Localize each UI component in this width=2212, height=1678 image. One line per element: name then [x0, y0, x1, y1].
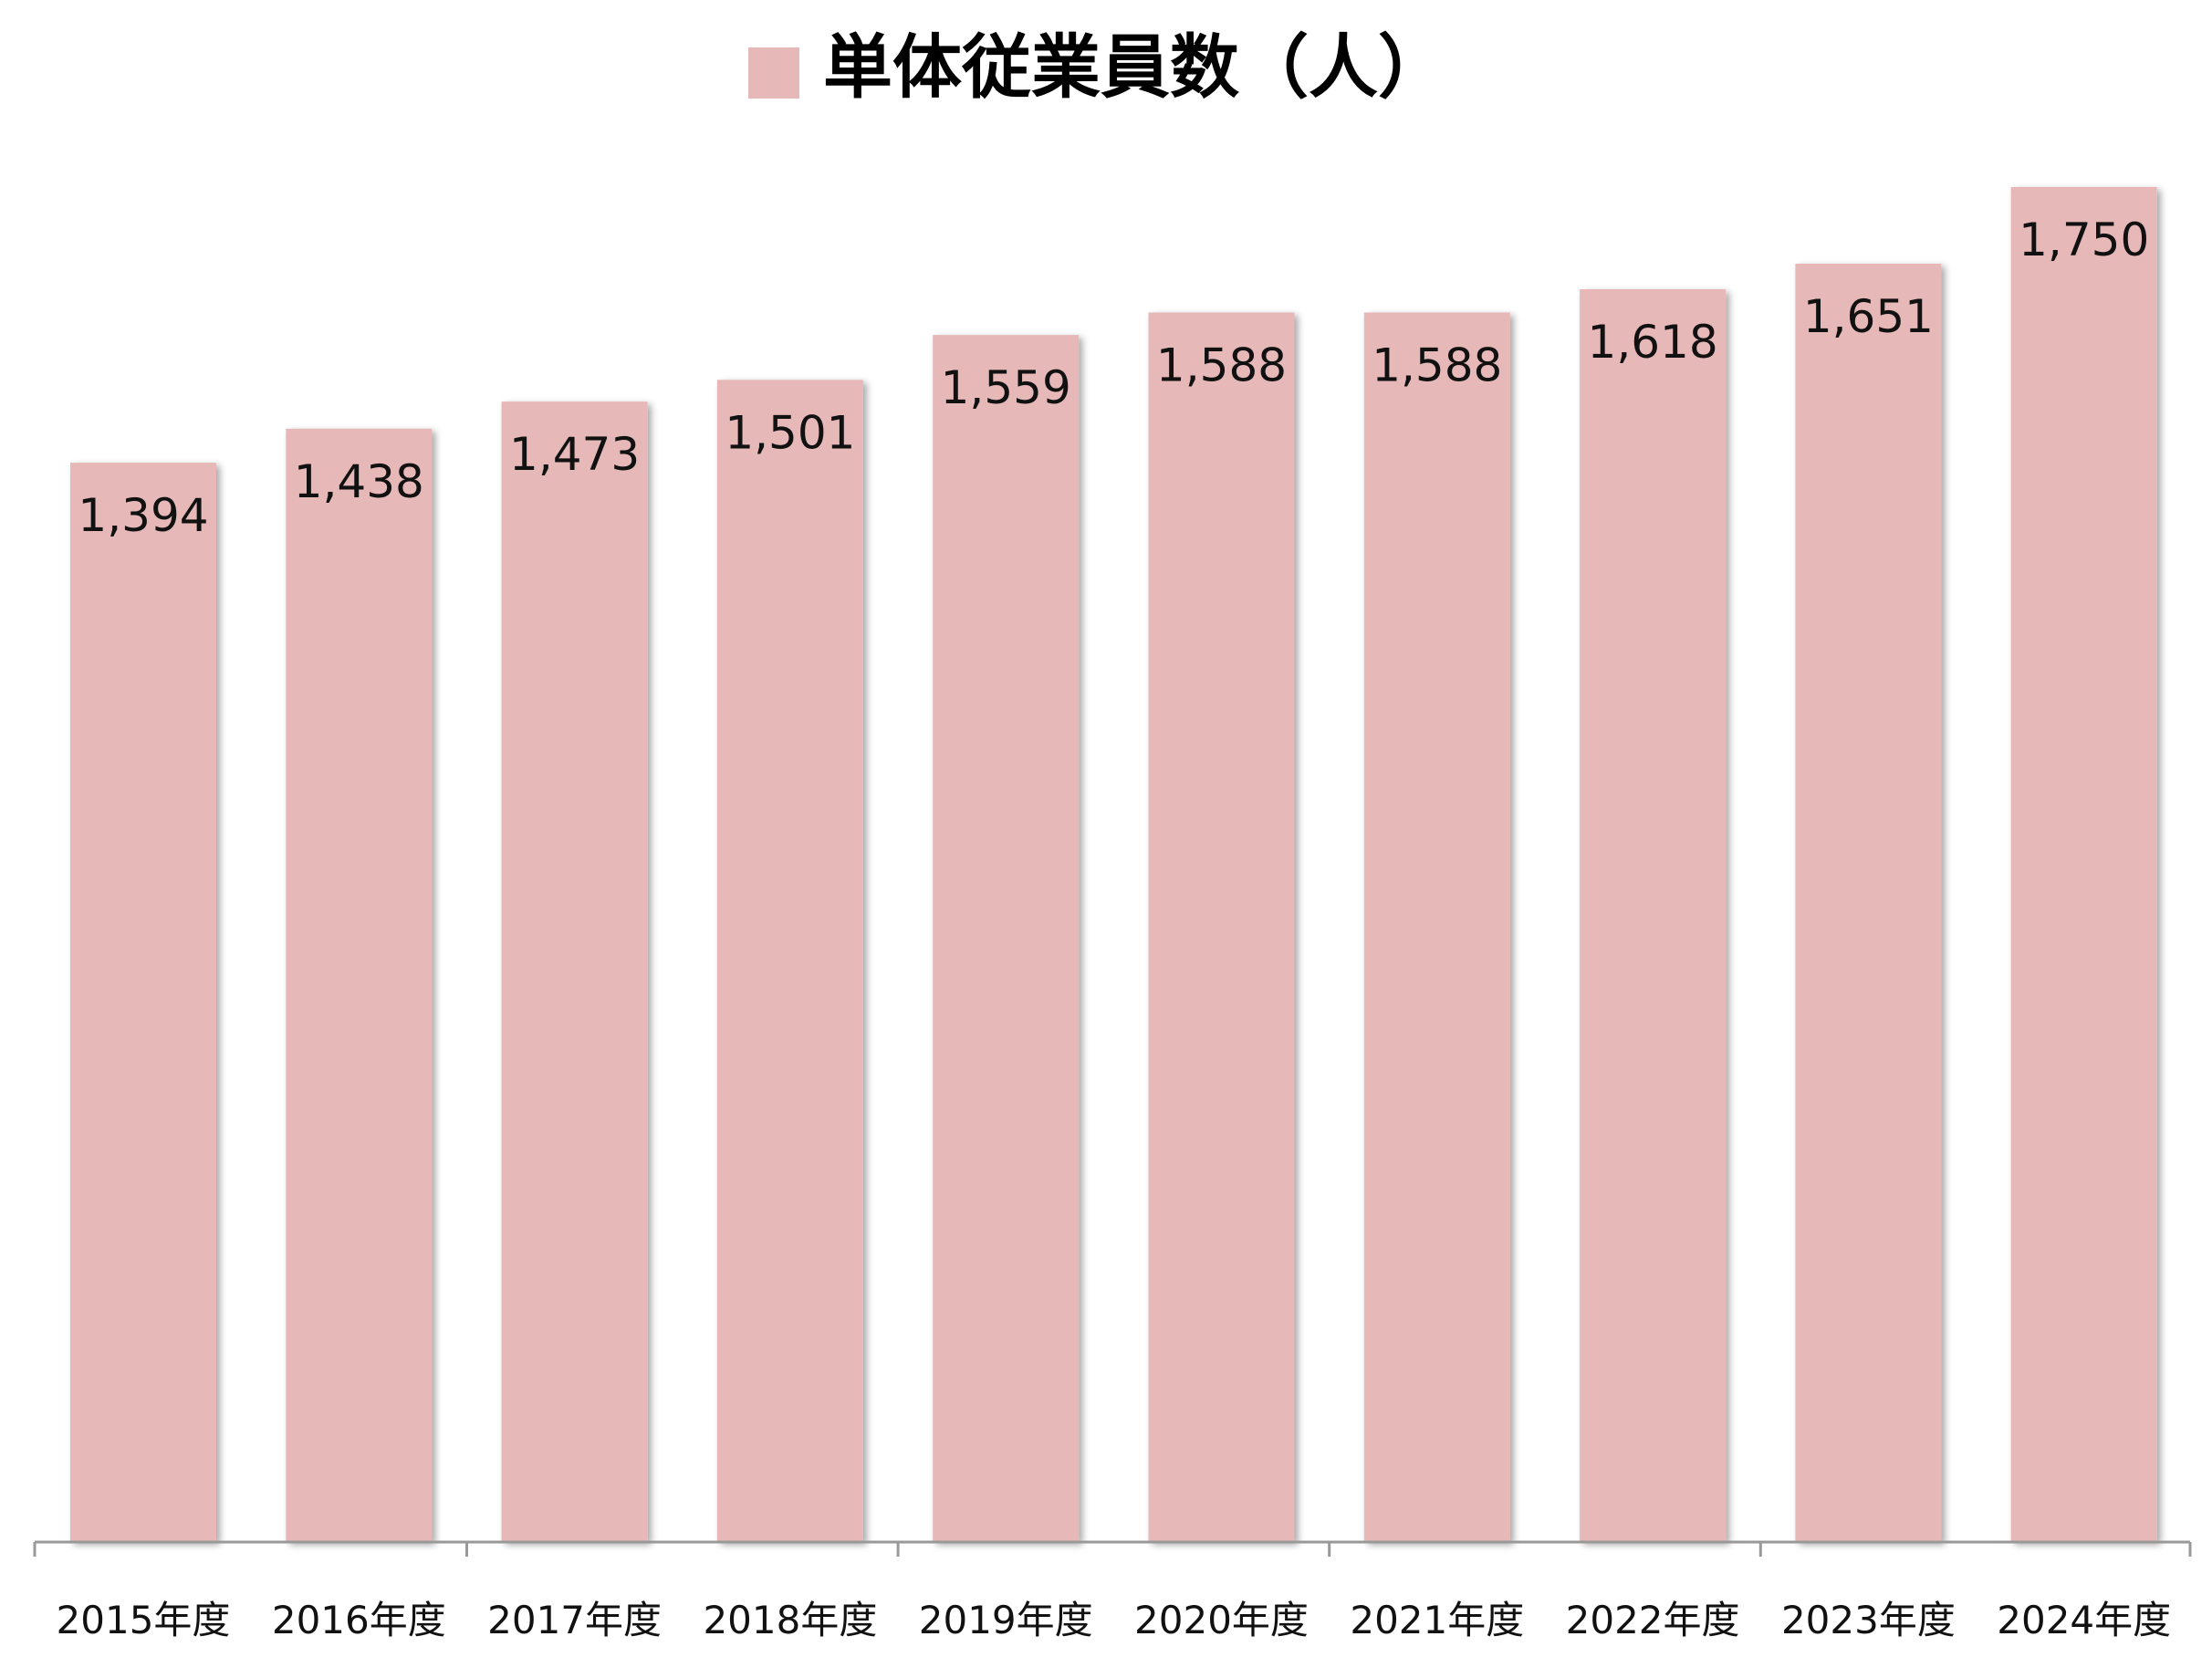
data-label-2018年度: 1,501	[725, 406, 855, 459]
x-axis	[33, 1540, 2192, 1557]
bar-2018年度	[716, 380, 863, 1542]
x-tick-labels-group: 2015年度 2016年度 2017年度 2018年度 2019年度 2020年度 2021…	[57, 1598, 2172, 1642]
data-label-2015年度: 1,394	[78, 489, 208, 542]
x-tick-label-2018年度: 2018年度	[703, 1598, 877, 1642]
x-tick-label-2015年度: 2015年度	[57, 1598, 231, 1642]
bar-2019年度	[933, 335, 1080, 1543]
bar-2023年度	[1795, 264, 1942, 1542]
bars-group	[70, 187, 2157, 1543]
data-label-2019年度: 1,559	[941, 361, 1071, 414]
x-tick-label-2021年度: 2021年度	[1350, 1598, 1524, 1642]
data-label-2023年度: 1,651	[1803, 290, 1934, 343]
data-label-2020年度: 1,588	[1156, 339, 1287, 392]
x-tick-label-2022年度: 2022年度	[1566, 1598, 1740, 1642]
legend: 単体従業員数（人）	[748, 26, 1447, 108]
bar-2021年度	[1363, 312, 1510, 1542]
data-label-2024年度: 1,750	[2019, 214, 2149, 266]
x-tick-label-2020年度: 2020年度	[1134, 1598, 1309, 1642]
x-tick-label-2023年度: 2023年度	[1781, 1598, 1956, 1642]
legend-label: 単体従業員数（人）	[823, 26, 1447, 108]
data-label-2022年度: 1,618	[1588, 316, 1718, 369]
bar-2016年度	[286, 428, 433, 1542]
data-label-2017年度: 1,473	[509, 428, 640, 481]
data-labels-group: 1,394 1,438 1,473 1,501 1,559 1,588 1,588 1,618…	[78, 214, 2149, 542]
x-tick-label-2019年度: 2019年度	[919, 1598, 1093, 1642]
bar-2015年度	[70, 463, 216, 1543]
data-label-2016年度: 1,438	[294, 455, 424, 508]
legend-swatch	[748, 47, 799, 99]
data-label-2021年度: 1,588	[1372, 339, 1502, 392]
bar-2022年度	[1580, 289, 1727, 1542]
x-tick-label-2024年度: 2024年度	[1997, 1598, 2171, 1642]
x-tick-label-2017年度: 2017年度	[487, 1598, 662, 1642]
x-tick-label-2016年度: 2016年度	[272, 1598, 446, 1642]
bar-2024年度	[2010, 187, 2157, 1542]
bar-2017年度	[501, 401, 648, 1543]
bar-2020年度	[1148, 312, 1295, 1542]
